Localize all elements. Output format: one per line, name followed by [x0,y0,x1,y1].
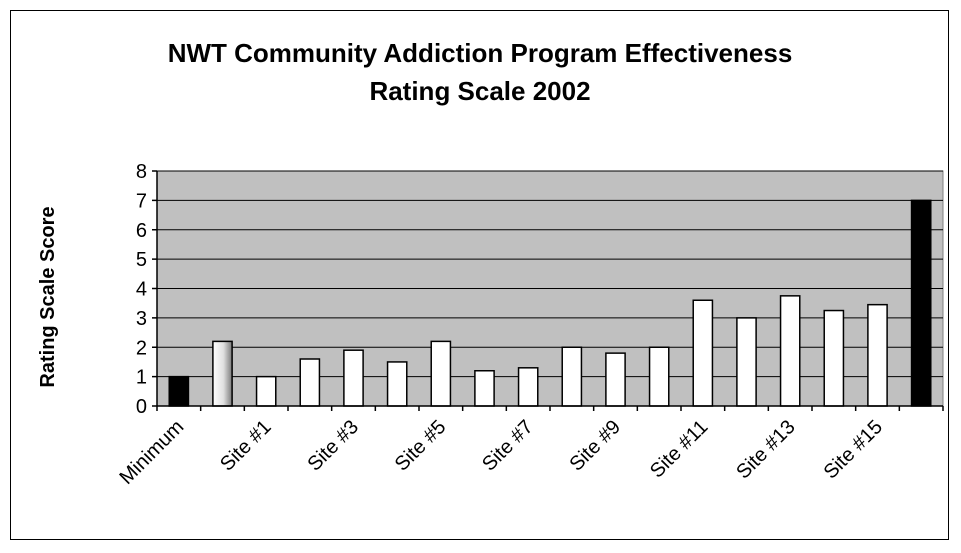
bars [168,199,932,407]
x-tick-label: Site #13 [732,416,799,483]
y-tick-label: 8 [136,161,147,183]
bar [386,361,408,407]
chart-title-line2: Rating Scale 2002 [369,76,590,106]
bar [867,303,888,407]
axes [152,170,944,411]
chart-svg: NWT Community Addiction Program Effectiv… [37,38,944,489]
gridlines [157,170,943,378]
bar [692,299,714,407]
y-tick-label: 7 [136,190,147,212]
bar [910,199,932,407]
bar [343,349,364,407]
x-tick-label: Site #3 [303,416,363,476]
x-tick-label: Site #5 [391,416,451,476]
x-tick-label: Site #1 [216,416,276,476]
bar [212,340,233,407]
bar [168,375,190,407]
x-tick-labels: Minimum Site #1 Site #3 Site #5 Site #7 Site … [115,416,887,489]
bar [779,295,801,407]
y-tick-label: 6 [136,220,147,242]
bar [299,358,321,407]
bar [736,317,757,407]
chart-frame: NWT Community Addiction Program Effectiv… [10,10,949,540]
bar [648,346,670,407]
y-tick-label: 2 [136,337,147,359]
bar [605,352,626,407]
chart-title-line1: NWT Community Addiction Program Effectiv… [168,38,793,68]
y-tick-labels: 0 1 2 3 4 5 6 7 8 [136,161,147,418]
y-tick-label: 4 [136,279,147,301]
x-tick-label: Site #7 [478,416,538,476]
x-tick-label: Minimum [115,416,188,489]
y-tick-label: 0 [136,396,147,418]
y-tick-label: 3 [136,308,147,330]
y-tick-label: 5 [136,249,147,271]
x-tick-label: Site #11 [646,416,712,482]
bar [517,367,539,407]
bar [474,370,495,407]
bar [430,340,452,407]
bar [255,375,277,407]
y-tick-label: 1 [136,367,147,389]
bar [561,346,583,407]
bar [823,309,845,407]
x-tick-label: Site #9 [565,416,625,476]
y-axis-label: Rating Scale Score [37,206,59,387]
x-tick-label: Site #15 [820,416,887,483]
